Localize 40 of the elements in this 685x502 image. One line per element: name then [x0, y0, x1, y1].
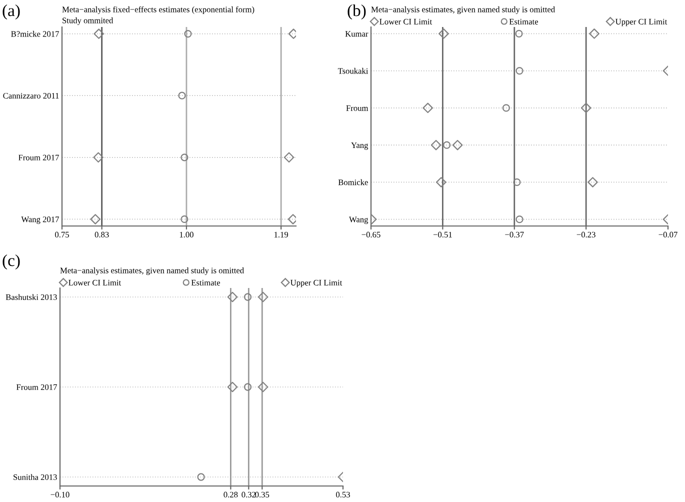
y-tick-label: Sunitha 2013 — [14, 474, 57, 480]
chart-subtitle: Study ommited — [62, 17, 114, 25]
legend-label: Upper CI Limit — [290, 280, 342, 288]
x-tick-label: 0.28 — [224, 492, 238, 498]
x-tick-label: 1.19 — [274, 232, 288, 238]
x-tick-label: 0.53 — [336, 492, 350, 498]
chart-title: Meta−analysis estimates, given named study is omitted — [371, 6, 555, 14]
x-tick-label: −0.37 — [505, 232, 524, 238]
legend-label: Lower CI Limit — [380, 18, 432, 24]
text: (b) — [348, 4, 366, 20]
x-tick-label: 1.00 — [180, 232, 194, 238]
y-tick-label: Cannizzaro 2011 — [3, 92, 59, 99]
y-tick-label: B?micke 2017 — [11, 30, 59, 37]
y-tick-label: Wang 2017 — [21, 216, 59, 224]
y-tick-label: Bashutski 2013 — [6, 294, 57, 300]
chart-title: Meta−analysis estimates, given named study is omitted — [60, 267, 244, 275]
x-tick-label: 0.75 — [55, 232, 69, 238]
x-tick-label: −0.10 — [50, 492, 70, 498]
y-tick-label: Wang — [349, 216, 368, 224]
text: (a) — [2, 4, 20, 20]
x-tick-label: −0.65 — [362, 232, 380, 238]
x-tick-label: 0.32 — [242, 492, 256, 498]
y-tick-label: Yang — [351, 142, 368, 150]
legend-label: Estimate — [191, 280, 220, 286]
legend-label: Upper CI Limit — [616, 18, 668, 26]
y-tick-label: Froum 2017 — [18, 154, 59, 160]
legend-label: Estimate — [509, 18, 538, 24]
y-tick-label: Tsoukaki — [338, 68, 368, 74]
x-tick-label: 0.83 — [94, 232, 109, 238]
y-tick-label: Froum 2017 — [16, 384, 57, 390]
x-tick-label: −0.07 — [658, 232, 678, 238]
text: (c) — [2, 254, 20, 270]
y-tick-label: Bomicke — [338, 179, 368, 186]
x-tick-label: −0.23 — [576, 232, 596, 238]
legend-label: Lower CI Limit — [68, 280, 122, 286]
y-tick-label: Kumar — [345, 31, 368, 37]
chart-title: Meta−analysis fixed−effects estimates (exponential form) — [62, 6, 254, 14]
x-tick-label: 0.35 — [255, 492, 270, 498]
y-tick-label: Froum — [346, 105, 368, 111]
x-tick-label: −0.51 — [433, 232, 452, 238]
